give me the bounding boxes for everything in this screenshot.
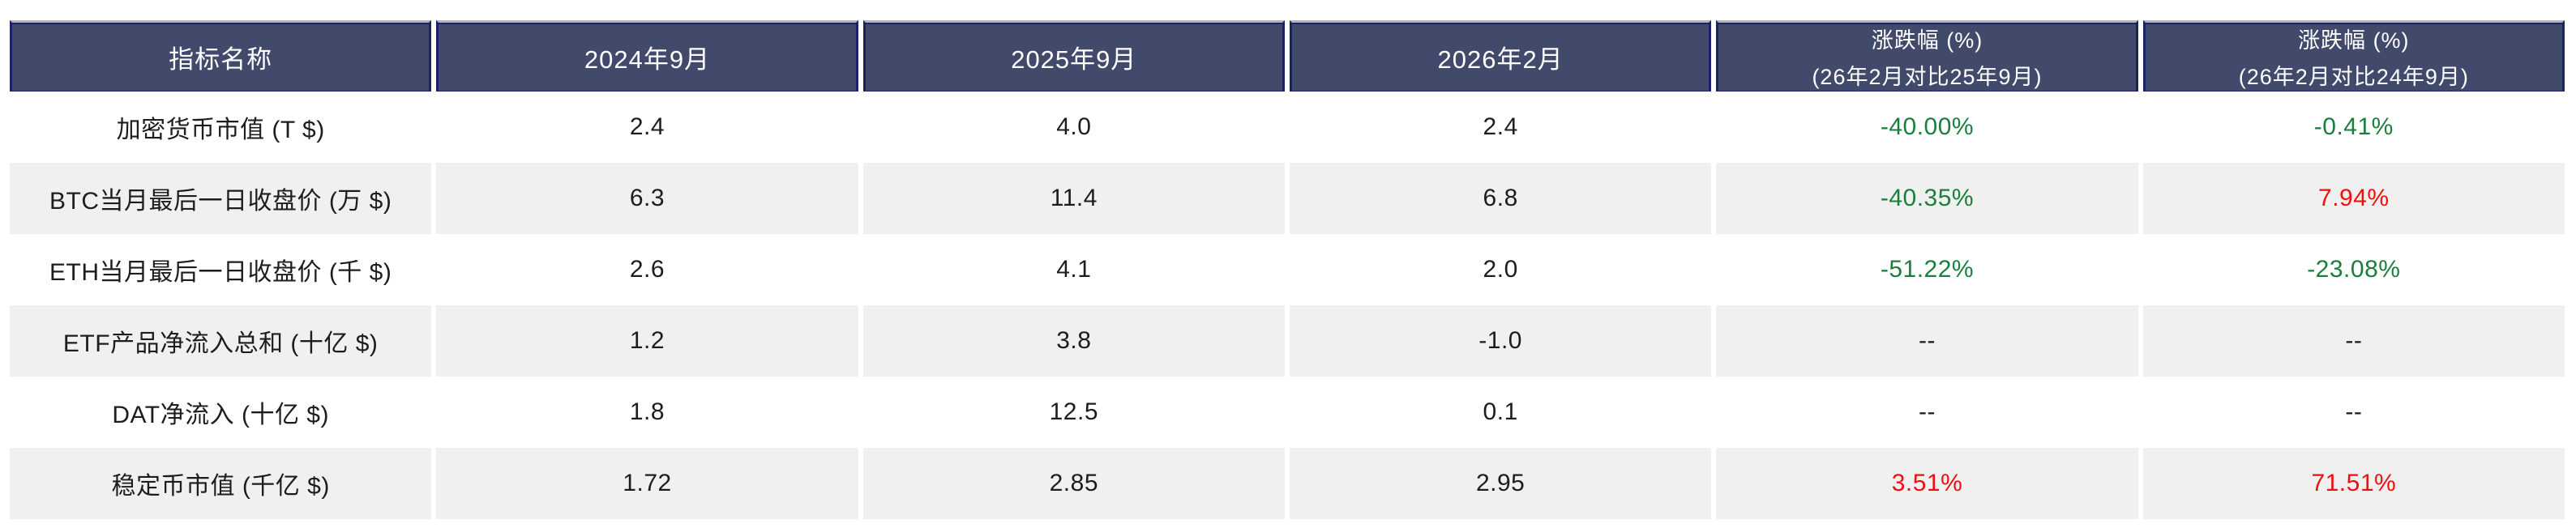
data-table: 指标名称 2024年9月 2025年9月 2026年2月 涨跌幅 (%) (26… <box>10 20 2565 519</box>
change-cell-vs-sep24: 7.94% <box>2142 163 2565 234</box>
value-cell-feb2026: 6.8 <box>1289 163 1712 234</box>
value-cell-sep2024: 2.6 <box>436 234 858 305</box>
col-header-sublabel: (26年2月对比25年9月) <box>1812 65 2043 89</box>
value-cell-sep2025: 12.5 <box>862 377 1285 448</box>
change-cell-vs-sep25: -40.35% <box>1716 163 2138 234</box>
change-cell-vs-sep25: -51.22% <box>1716 234 2138 305</box>
col-header-indicator: 指标名称 <box>10 20 432 96</box>
value-cell-feb2026: -1.0 <box>1289 305 1712 377</box>
table-row: DAT净流入 (十亿 $) 1.8 12.5 0.1 -- -- <box>10 377 2565 448</box>
table-row: ETH当月最后一日收盘价 (千 $) 2.6 4.1 2.0 -51.22% -… <box>10 234 2565 305</box>
col-header-label: 涨跌幅 (%) <box>2298 28 2410 53</box>
col-header-label: 涨跌幅 (%) <box>1871 28 1983 53</box>
col-header-change-vs-sep24: 涨跌幅 (%) (26年2月对比24年9月) <box>2142 20 2565 96</box>
indicator-cell: DAT净流入 (十亿 $) <box>10 377 432 448</box>
value-cell-sep2025: 2.85 <box>862 448 1285 519</box>
change-cell-vs-sep25: -- <box>1716 305 2138 377</box>
indicator-cell: ETH当月最后一日收盘价 (千 $) <box>10 234 432 305</box>
indicator-cell: ETF产品净流入总和 (十亿 $) <box>10 305 432 377</box>
col-header-sublabel: (26年2月对比24年9月) <box>2238 65 2469 89</box>
value-cell-sep2025: 11.4 <box>862 163 1285 234</box>
col-header-label: 2026年2月 <box>1437 45 1564 74</box>
change-cell-vs-sep25: -- <box>1716 377 2138 448</box>
value-cell-sep2024: 6.3 <box>436 163 858 234</box>
change-cell-vs-sep25: -40.00% <box>1716 92 2138 163</box>
value-cell-sep2025: 4.0 <box>862 92 1285 163</box>
value-cell-sep2025: 3.8 <box>862 305 1285 377</box>
change-cell-vs-sep24: 71.51% <box>2142 448 2565 519</box>
value-cell-sep2024: 2.4 <box>436 92 858 163</box>
table-row: 加密货币市值 (T $) 2.4 4.0 2.4 -40.00% -0.41% <box>10 92 2565 163</box>
col-header-label: 2024年9月 <box>584 45 711 74</box>
value-cell-feb2026: 2.0 <box>1289 234 1712 305</box>
table-row: ETF产品净流入总和 (十亿 $) 1.2 3.8 -1.0 -- -- <box>10 305 2565 377</box>
value-cell-sep2024: 1.8 <box>436 377 858 448</box>
table-body: 加密货币市值 (T $) 2.4 4.0 2.4 -40.00% -0.41% … <box>10 92 2565 519</box>
col-header-feb2026: 2026年2月 <box>1289 20 1712 96</box>
indicator-cell: 加密货币市值 (T $) <box>10 92 432 163</box>
change-cell-vs-sep24: -- <box>2142 305 2565 377</box>
value-cell-sep2024: 1.72 <box>436 448 858 519</box>
col-header-label: 指标名称 <box>169 45 273 74</box>
change-cell-vs-sep25: 3.51% <box>1716 448 2138 519</box>
col-header-sep2024: 2024年9月 <box>436 20 858 96</box>
header-row: 指标名称 2024年9月 2025年9月 2026年2月 涨跌幅 (%) (26… <box>10 20 2565 96</box>
indicator-cell: BTC当月最后一日收盘价 (万 $) <box>10 163 432 234</box>
value-cell-feb2026: 2.4 <box>1289 92 1712 163</box>
value-cell-feb2026: 2.95 <box>1289 448 1712 519</box>
change-cell-vs-sep24: -0.41% <box>2142 92 2565 163</box>
change-cell-vs-sep24: -- <box>2142 377 2565 448</box>
table-row: BTC当月最后一日收盘价 (万 $) 6.3 11.4 6.8 -40.35% … <box>10 163 2565 234</box>
table-row: 稳定币市值 (千亿 $) 1.72 2.85 2.95 3.51% 71.51% <box>10 448 2565 519</box>
indicator-cell: 稳定币市值 (千亿 $) <box>10 448 432 519</box>
value-cell-sep2024: 1.2 <box>436 305 858 377</box>
value-cell-sep2025: 4.1 <box>862 234 1285 305</box>
col-header-sep2025: 2025年9月 <box>862 20 1285 96</box>
col-header-change-vs-sep25: 涨跌幅 (%) (26年2月对比25年9月) <box>1716 20 2138 96</box>
value-cell-feb2026: 0.1 <box>1289 377 1712 448</box>
change-cell-vs-sep24: -23.08% <box>2142 234 2565 305</box>
col-header-label: 2025年9月 <box>1011 45 1137 74</box>
